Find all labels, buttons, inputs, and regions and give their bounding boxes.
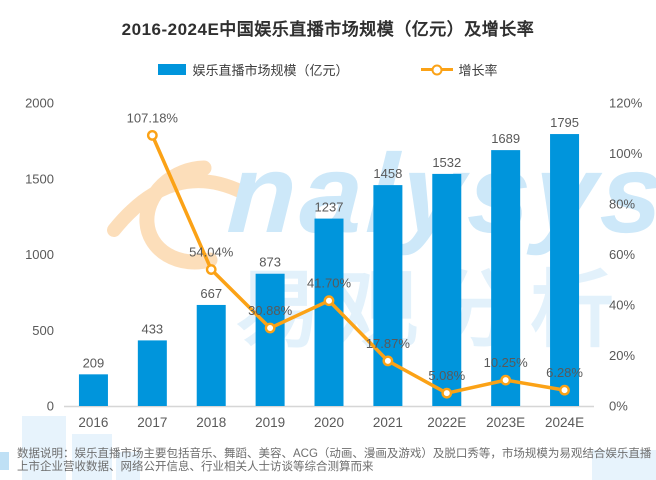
bar-value-label-2023E: 1689 [491, 131, 520, 146]
left-axis-tick-label: 1500 [25, 171, 54, 186]
x-axis-label-2018: 2018 [196, 415, 226, 430]
data-source-note: 数据说明：娱乐直播市场主要包括音乐、舞蹈、美容、ACG（动画、漫画及游戏）及脱口… [17, 448, 652, 474]
bar-2019 [255, 273, 285, 406]
right-axis-tick-label: 80% [609, 197, 635, 212]
bar-value-label-2024E: 1795 [550, 115, 579, 130]
line-marker-icon [431, 64, 442, 75]
growth-rate-line [150, 133, 567, 395]
bar-series-swatch-icon [158, 64, 187, 75]
left-axis-tick-label: 0 [47, 399, 54, 414]
growth-value-label-2022E: 5.08% [428, 368, 465, 383]
bar-value-label-2018: 667 [200, 286, 222, 301]
legend-item-growth-rate: 增长率 [420, 60, 498, 79]
footnote-line-1: 数据说明：娱乐直播市场主要包括音乐、舞蹈、美容、ACG（动画、漫画及游戏）及脱口… [17, 448, 652, 460]
x-axis-label-2022E: 2022E [427, 415, 466, 430]
bar-value-label-2021: 1458 [373, 166, 402, 181]
bar-value-label-2017: 433 [141, 321, 163, 336]
growth-value-label-2023E: 10.25% [484, 355, 529, 370]
growth-point-2018 [205, 264, 217, 275]
growth-point-2022E [441, 387, 453, 399]
legend-label-market-size: 娱乐直播市场规模（亿元） [192, 63, 349, 78]
x-axis-label-2021: 2021 [373, 415, 403, 430]
chart-title: 2016-2024E中国娱乐直播市场规模（亿元）及增长率 [121, 20, 535, 39]
line-series-swatch-icon [420, 64, 453, 75]
right-axis-tick-label: 60% [609, 247, 635, 262]
growth-point-2021 [382, 355, 394, 367]
right-axis-tick-label: 20% [609, 348, 635, 363]
bar-2018 [196, 304, 226, 406]
growth-value-label-2019: 30.88% [248, 303, 293, 318]
right-axis-tick-label: 0% [609, 399, 628, 414]
bar-value-label-2016: 209 [83, 355, 105, 370]
bar-2023E [491, 150, 521, 406]
growth-point-2019 [264, 322, 276, 334]
bar-2016 [78, 374, 108, 406]
left-axis-tick-label: 500 [32, 323, 54, 338]
bar-2022E [432, 173, 462, 406]
x-axis-label-2023E: 2023E [486, 415, 525, 430]
bar-value-label-2020: 1237 [315, 200, 344, 215]
x-axis-label-2017: 2017 [137, 415, 167, 430]
bar-2024E [550, 134, 580, 406]
left-axis-tick-label: 2000 [25, 96, 54, 111]
bar-2017 [137, 340, 167, 406]
bar-value-label-2019: 873 [259, 255, 281, 270]
growth-value-label-2021: 17.87% [366, 336, 411, 351]
growth-point-2023E [500, 374, 512, 386]
left-axis-tick-label: 1000 [25, 247, 54, 262]
growth-value-label-2018: 54.04% [189, 245, 234, 260]
legend-label-growth-rate: 增长率 [458, 63, 498, 78]
right-axis-tick-label: 40% [609, 298, 635, 313]
growth-point-2017 [146, 129, 158, 141]
growth-value-label-2024E: 6.28% [546, 365, 583, 380]
x-axis-label-2020: 2020 [314, 415, 344, 430]
growth-value-label-2020: 41.70% [307, 276, 352, 291]
footnote-line-2: 上市企业营收数据、网络公开信息、行业相关人士访谈等综合测算而来 [17, 461, 374, 473]
bar-value-label-2022E: 1532 [432, 155, 461, 170]
chart-legend: 娱乐直播市场规模（亿元） 增长率 [0, 60, 656, 79]
x-axis-label-2024E: 2024E [545, 415, 584, 430]
bar-2021 [373, 185, 403, 406]
x-axis-label-2019: 2019 [255, 415, 285, 430]
growth-value-label-2017: 107.18% [127, 110, 179, 125]
right-axis-tick-label: 100% [609, 146, 643, 161]
legend-item-market-size: 娱乐直播市场规模（亿元） [158, 60, 349, 79]
x-axis-label-2016: 2016 [78, 415, 108, 430]
growth-point-2024E [559, 384, 570, 396]
growth-point-2020 [323, 295, 335, 307]
right-axis-tick-label: 120% [609, 96, 643, 111]
